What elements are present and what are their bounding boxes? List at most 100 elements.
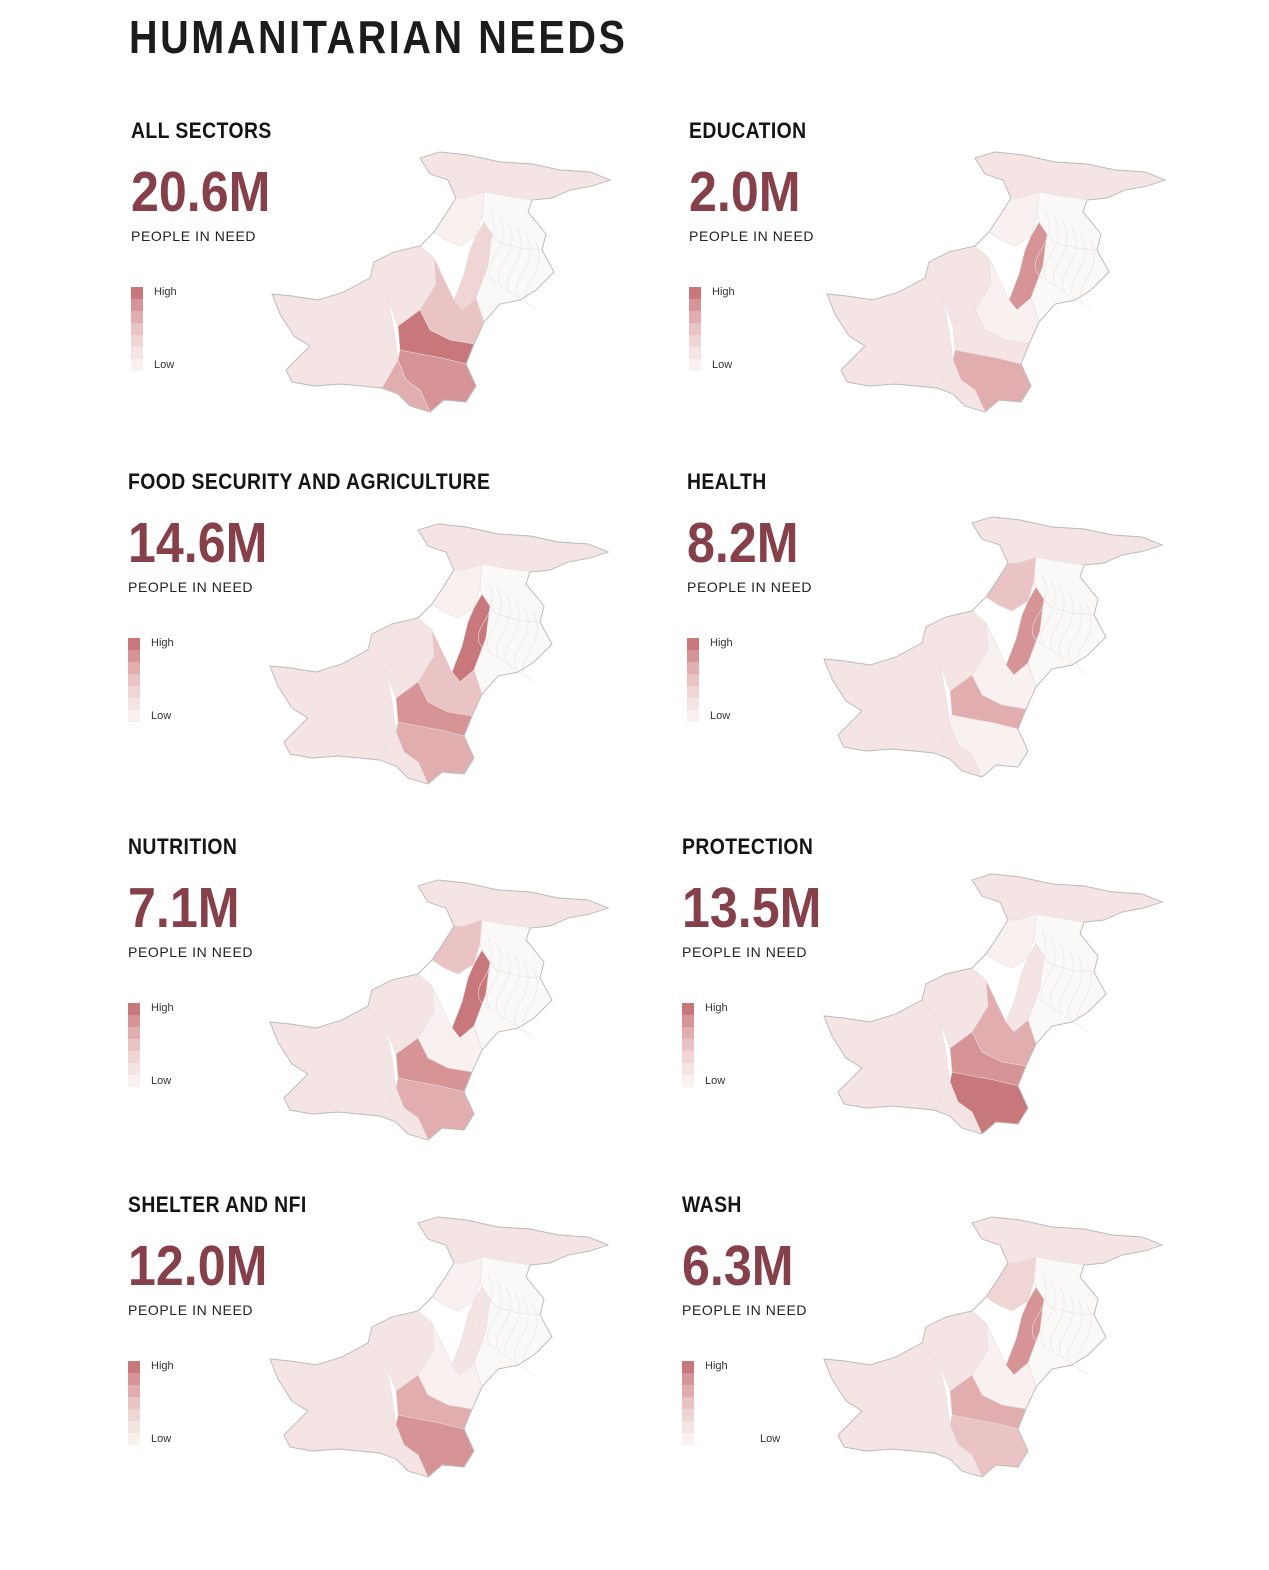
legend-swatch — [128, 1075, 140, 1087]
legend-high-label: High — [712, 286, 735, 298]
people-in-need-value: 14.6M — [128, 511, 268, 575]
pakistan-choropleth-map — [826, 151, 1167, 413]
legend-color-ramp — [682, 1361, 694, 1445]
legend-swatch — [682, 1433, 694, 1445]
people-in-need-label: PEOPLE IN NEED — [128, 1302, 254, 1318]
legend-swatch — [128, 638, 140, 650]
district-boundary — [1049, 586, 1065, 658]
district-boundary — [1043, 215, 1059, 287]
legend-swatch — [687, 674, 699, 686]
legend-swatch — [128, 1003, 140, 1015]
legend-swatch — [687, 710, 699, 722]
pakistan-choropleth-map — [823, 516, 1164, 778]
legend-swatch — [682, 1015, 694, 1027]
district-boundary — [488, 215, 504, 287]
legend-swatch — [682, 1003, 694, 1015]
pakistan-choropleth-map — [271, 151, 612, 413]
district-boundary — [486, 587, 502, 659]
district-boundary — [1031, 1274, 1047, 1346]
legend-swatch — [128, 650, 140, 662]
legend-swatch — [128, 1027, 140, 1039]
legend-swatch — [128, 1409, 140, 1421]
sector-title: EDUCATION — [689, 118, 807, 143]
legend-swatch — [689, 323, 701, 335]
legend-low-label: Low — [151, 710, 172, 722]
sector-title: SHELTER AND NFI — [128, 1192, 307, 1217]
legend-swatch — [128, 1039, 140, 1051]
legend-swatch — [128, 1433, 140, 1445]
legend-low-label: Low — [151, 1433, 172, 1445]
legend-swatch — [131, 359, 143, 371]
district-boundary — [1049, 943, 1065, 1015]
legend-low-label: Low — [710, 710, 731, 722]
district-boundary — [1049, 1286, 1065, 1358]
map-region-kp-north — [417, 1216, 609, 1266]
legend-swatch — [682, 1397, 694, 1409]
legend-swatch — [689, 347, 701, 359]
map-region-kp-north — [971, 516, 1163, 566]
district-boundary — [1067, 598, 1083, 670]
legend-swatch — [687, 698, 699, 710]
sector-title: HEALTH — [687, 469, 767, 494]
legend-color-ramp — [687, 638, 699, 722]
district-boundary — [506, 227, 522, 299]
legend-swatch — [682, 1373, 694, 1385]
district-boundary — [504, 599, 520, 671]
district-boundary — [522, 611, 538, 683]
district-boundary — [1031, 574, 1047, 646]
legend-swatch — [131, 311, 143, 323]
legend-swatch — [128, 710, 140, 722]
district-boundary — [1052, 221, 1068, 293]
district-boundary — [1058, 1292, 1074, 1364]
district-boundary — [1034, 209, 1050, 281]
pakistan-choropleth-map — [269, 1216, 610, 1478]
legend-low-label: Low — [705, 1075, 726, 1087]
district-boundary — [1040, 937, 1056, 1009]
country-border — [269, 1216, 610, 1478]
legend-swatch — [128, 1397, 140, 1409]
country-border — [271, 151, 612, 413]
district-boundary — [513, 961, 529, 1033]
district-boundary — [1076, 1304, 1092, 1376]
pakistan-choropleth-map — [823, 873, 1164, 1135]
district-boundary — [486, 1280, 502, 1352]
legend-swatch — [128, 698, 140, 710]
people-in-need-label: PEOPLE IN NEED — [131, 228, 257, 244]
people-in-need-value: 7.1M — [128, 876, 240, 940]
country-border — [826, 151, 1167, 413]
legend-swatch — [128, 1361, 140, 1373]
people-in-need-label: PEOPLE IN NEED — [689, 228, 815, 244]
district-boundary — [1070, 233, 1086, 305]
legend-swatch — [128, 1373, 140, 1385]
district-boundary — [495, 1286, 511, 1358]
district-boundary — [1058, 592, 1074, 664]
district-boundary — [497, 221, 513, 293]
legend-color-ramp — [128, 1003, 140, 1087]
district-boundary — [515, 233, 531, 305]
legend-swatch — [689, 287, 701, 299]
sector-title: WASH — [682, 1192, 742, 1217]
legend-swatch — [682, 1051, 694, 1063]
legend-swatch — [682, 1385, 694, 1397]
legend-swatch — [128, 1051, 140, 1063]
district-boundary — [486, 943, 502, 1015]
district-boundary — [495, 593, 511, 665]
district-boundary — [1076, 961, 1092, 1033]
district-boundary — [513, 605, 529, 677]
page-title: HUMANITARIAN NEEDS — [129, 11, 628, 63]
district-boundary — [504, 955, 520, 1027]
legend-swatch — [689, 335, 701, 347]
country-border — [823, 516, 1164, 778]
legend-swatch — [128, 662, 140, 674]
legend-low-label: Low — [151, 1075, 172, 1087]
legend-swatch — [687, 650, 699, 662]
people-in-need-value: 13.5M — [682, 876, 822, 940]
sector-title: FOOD SECURITY AND AGRICULTURE — [128, 469, 491, 494]
legend-swatch — [131, 323, 143, 335]
legend-swatch — [682, 1075, 694, 1087]
legend-high-label: High — [151, 1360, 174, 1372]
legend-swatch — [682, 1039, 694, 1051]
legend-swatch — [128, 1385, 140, 1397]
district-boundary — [495, 949, 511, 1021]
legend-swatch — [687, 686, 699, 698]
